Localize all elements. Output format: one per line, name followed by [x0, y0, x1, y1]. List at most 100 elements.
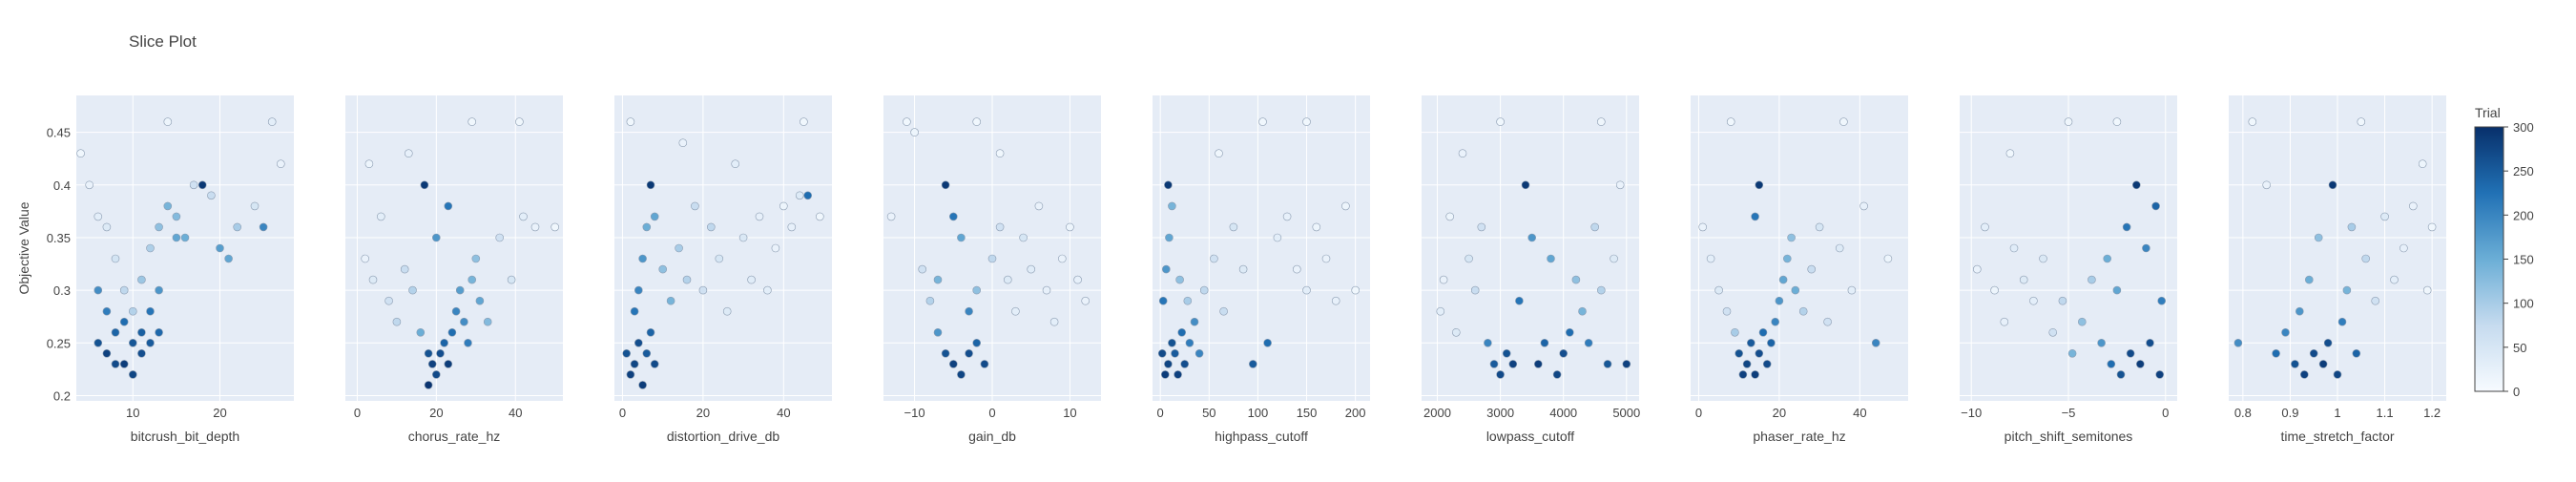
data-point	[2112, 117, 2122, 126]
data-point	[2155, 370, 2164, 379]
plot-area	[1691, 95, 1908, 401]
data-point	[102, 306, 112, 316]
data-point	[129, 370, 137, 379]
data-point	[2058, 296, 2067, 305]
x-tick-label: 150	[1297, 406, 1318, 420]
data-point	[1742, 360, 1752, 368]
data-point	[1758, 327, 1768, 337]
data-point	[137, 327, 146, 337]
data-point	[795, 191, 804, 200]
data-point	[1341, 201, 1350, 211]
x-axis-title: chorus_rate_hz	[408, 429, 501, 444]
data-point	[1164, 360, 1173, 368]
data-point	[2248, 117, 2257, 126]
data-point	[1190, 317, 1199, 326]
x-tick-label: 0	[1157, 406, 1164, 420]
data-point	[1584, 338, 1593, 347]
data-point	[1791, 285, 1800, 295]
data-point	[467, 275, 477, 284]
data-point	[1058, 254, 1067, 263]
slice-panel-8: 0.8 0.9 1 1.1 1.2 time_stretch_factor	[2229, 95, 2446, 444]
data-point	[180, 233, 190, 242]
data-point	[933, 327, 943, 337]
data-point	[519, 212, 528, 221]
data-point	[1839, 117, 1848, 126]
data-point	[800, 117, 808, 126]
data-point	[172, 233, 181, 242]
slice-panel-1: 0 20 40 chorus_rate_hz	[345, 95, 563, 444]
data-point	[803, 191, 813, 200]
data-point	[137, 348, 146, 358]
data-point	[233, 222, 241, 232]
data-point	[2347, 222, 2357, 232]
data-point	[2272, 348, 2280, 358]
x-tick-label: 40	[777, 406, 790, 420]
data-point	[2132, 180, 2141, 190]
data-point	[722, 306, 732, 316]
data-point	[2048, 327, 2057, 337]
data-point	[102, 348, 112, 358]
data-point	[467, 117, 477, 126]
data-point	[2371, 296, 2379, 305]
data-point	[2323, 338, 2333, 347]
slice-panel-2: 0 20 40 distortion_drive_db	[614, 95, 832, 444]
data-point	[1219, 306, 1228, 316]
data-point	[1004, 275, 1012, 284]
data-point	[1282, 212, 1292, 221]
data-point	[1081, 296, 1090, 305]
data-point	[1458, 149, 1467, 157]
x-tick-label: 10	[1063, 406, 1076, 420]
data-point	[1540, 338, 1549, 347]
data-point	[2305, 275, 2314, 284]
data-point	[1066, 222, 1074, 232]
data-point	[698, 285, 708, 295]
data-point	[1168, 338, 1176, 347]
data-point	[119, 285, 129, 295]
data-point	[626, 370, 635, 379]
x-axis-title: highpass_cutoff	[1215, 429, 1308, 444]
x-axis-title: pitch_shift_semitones	[2005, 429, 2133, 444]
y-tick-label: 0.45	[47, 126, 71, 140]
data-point	[2151, 201, 2160, 211]
data-point	[471, 254, 481, 263]
data-point	[2357, 117, 2366, 126]
data-point	[1578, 306, 1587, 316]
data-point	[102, 222, 112, 232]
data-point	[1502, 348, 1511, 358]
data-point	[1312, 222, 1321, 232]
data-point	[1771, 317, 1779, 326]
data-point	[1706, 254, 1715, 263]
data-point	[642, 222, 652, 232]
data-point	[1835, 243, 1844, 253]
data-point	[1807, 264, 1816, 274]
data-point	[507, 275, 516, 284]
x-tick-label: 0.8	[2234, 406, 2252, 420]
data-point	[146, 306, 155, 316]
data-point	[1552, 370, 1562, 379]
data-point	[1787, 233, 1796, 242]
data-point	[1215, 149, 1223, 157]
data-point	[1168, 201, 1176, 211]
data-point	[1534, 360, 1543, 368]
data-point	[682, 275, 692, 284]
data-point	[1302, 285, 1311, 295]
data-point	[1762, 360, 1772, 368]
data-point	[2029, 296, 2038, 305]
data-point	[1775, 296, 1784, 305]
x-axis-title: gain_db	[968, 429, 1016, 444]
x-tick-label: 10	[126, 406, 139, 420]
data-point	[1210, 254, 1218, 263]
data-point	[1847, 285, 1857, 295]
x-tick-label: 20	[213, 406, 226, 420]
data-point	[1445, 212, 1454, 221]
x-tick-label: 1.2	[2423, 406, 2441, 420]
x-tick-label: −10	[904, 406, 925, 420]
data-point	[941, 348, 950, 358]
x-tick-label: 50	[1202, 406, 1215, 420]
data-point	[1489, 360, 1499, 368]
data-point	[2112, 285, 2122, 295]
data-point	[1515, 296, 1524, 305]
data-point	[2000, 317, 2009, 326]
data-point	[815, 212, 824, 221]
data-point	[1164, 180, 1173, 190]
